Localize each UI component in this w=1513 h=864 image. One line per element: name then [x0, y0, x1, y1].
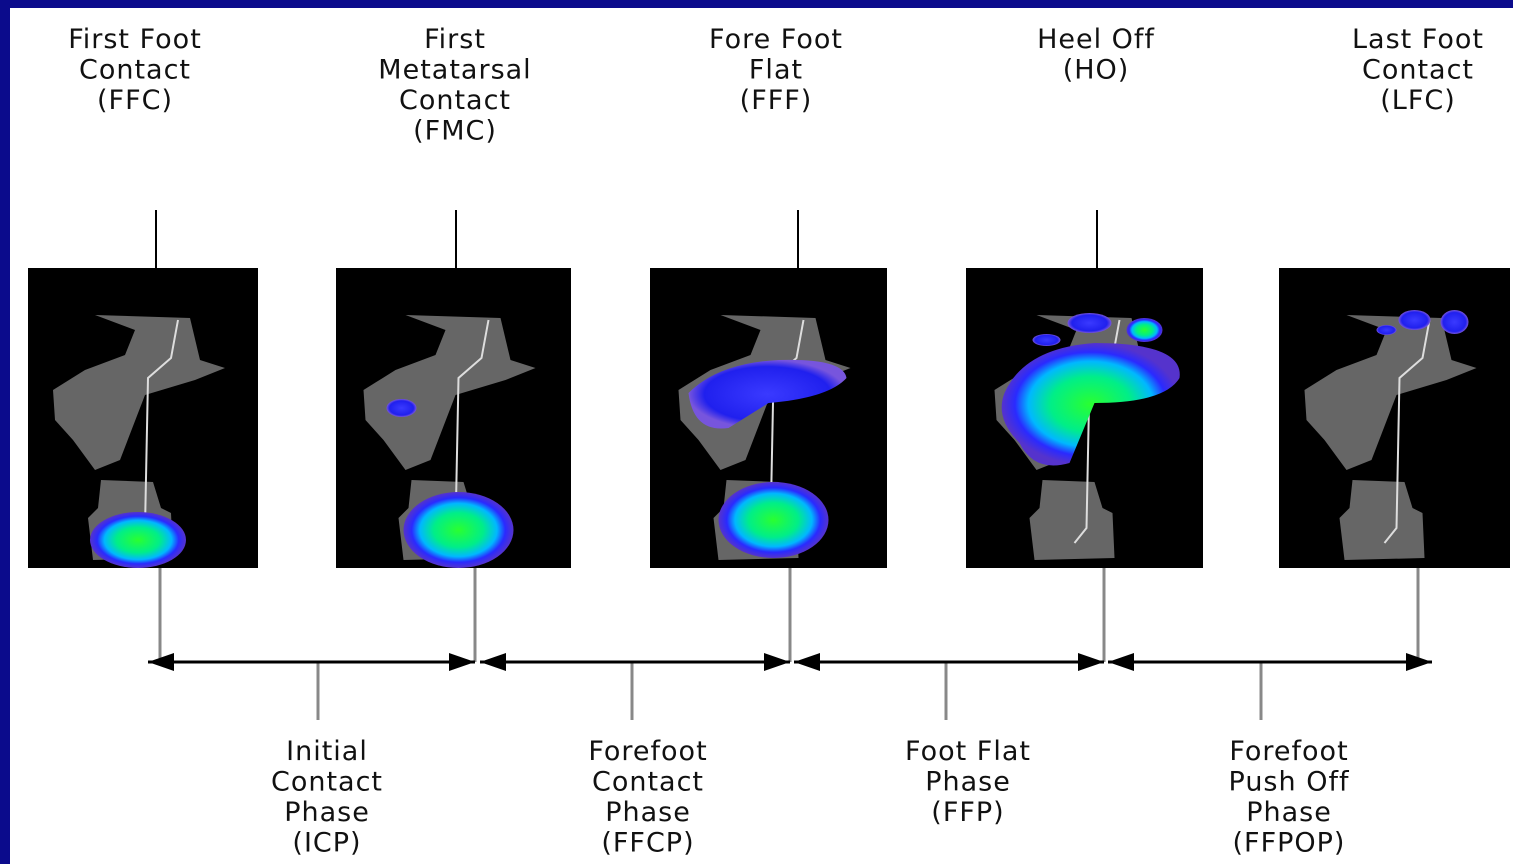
phase-label: Push Off — [1229, 767, 1350, 798]
pressure — [1441, 310, 1469, 334]
phase-label: Phase — [1246, 797, 1332, 828]
pressure — [719, 482, 829, 558]
event-label: Contact — [79, 55, 191, 86]
pressure — [404, 492, 514, 568]
phase-label: Contact — [592, 767, 704, 798]
event-label: Heel Off — [1037, 24, 1155, 55]
event-label: (FMC) — [413, 116, 497, 147]
event-label: (FFC) — [97, 85, 173, 116]
event-label: Fore Foot — [709, 24, 843, 55]
event-label: (HO) — [1063, 55, 1130, 86]
phase-label: (ICP) — [292, 828, 361, 859]
phase-label: (FFPOP) — [1233, 828, 1346, 859]
pressure — [90, 512, 186, 568]
pressure — [1127, 318, 1163, 342]
phase-label: Phase — [925, 767, 1011, 798]
diagram: First FootContact(FFC)FirstMetatarsalCon… — [0, 0, 1513, 864]
event-label: Flat — [749, 55, 803, 86]
event-label: Contact — [399, 85, 511, 116]
event-label: Metatarsal — [378, 55, 531, 86]
pressure — [387, 399, 417, 417]
event-label: (FFF) — [740, 85, 813, 116]
phase-label: Initial — [286, 736, 368, 767]
event-label: Contact — [1362, 55, 1474, 86]
pressure — [1033, 334, 1061, 346]
phase-label: Phase — [284, 797, 370, 828]
phase-label: Contact — [271, 767, 383, 798]
event-label: First — [424, 24, 486, 55]
phase-label: Foot Flat — [905, 736, 1031, 767]
event-label: First Foot — [68, 24, 202, 55]
phase-label: Forefoot — [1229, 736, 1348, 767]
phase-label: Phase — [605, 797, 691, 828]
pressure — [1068, 313, 1112, 333]
event-label: (LFC) — [1380, 85, 1456, 116]
phase-label: Forefoot — [588, 736, 707, 767]
phase-label: (FFP) — [931, 797, 1004, 828]
page: First FootContact(FFC)FirstMetatarsalCon… — [0, 0, 1513, 864]
event-label: Last Foot — [1352, 24, 1484, 55]
phase-label: (FFCP) — [601, 828, 694, 859]
pressure — [1377, 325, 1397, 335]
pressure — [1399, 310, 1431, 330]
